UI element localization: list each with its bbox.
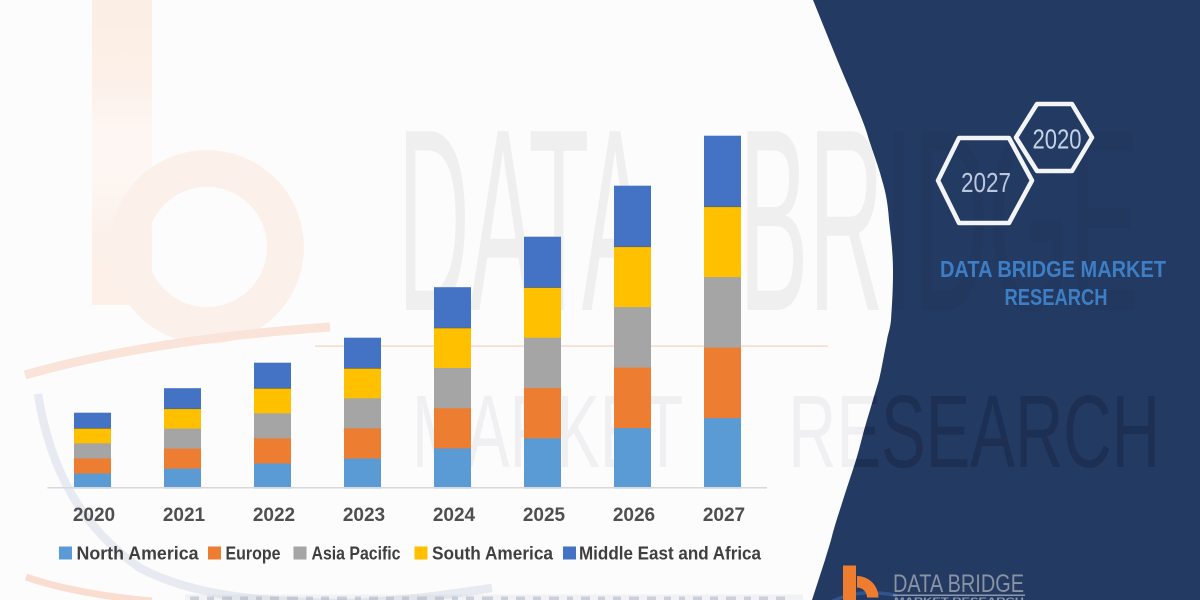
svg-text:2020: 2020 [1033,124,1082,155]
svg-text:RESEARCH: RESEARCH [788,374,1160,489]
svg-text:DATA BRIDGE: DATA BRIDGE [893,570,1024,598]
svg-text:MARKET RESEARCH: MARKET RESEARCH [894,596,1024,600]
svg-text:2023: 2023 [343,505,385,526]
svg-text:Asia Pacific: Asia Pacific [312,544,401,564]
svg-text:2027: 2027 [961,167,1011,198]
svg-text:2022: 2022 [253,505,295,526]
svg-text:North America: North America [77,544,200,564]
svg-text:2024: 2024 [433,505,476,526]
svg-text:South America: South America [432,544,554,564]
svg-text:DATA BRIDGE MARKET: DATA BRIDGE MARKET [940,256,1166,282]
svg-text:Middle East and Africa: Middle East and Africa [579,544,762,564]
svg-text:RESEARCH: RESEARCH [1005,284,1108,310]
svg-text:2021: 2021 [163,505,206,526]
svg-text:2026: 2026 [613,505,655,526]
svg-text:2027: 2027 [703,505,745,526]
svg-text:2020: 2020 [73,505,115,526]
svg-text:Europe: Europe [226,544,281,564]
svg-text:2025: 2025 [523,505,566,526]
